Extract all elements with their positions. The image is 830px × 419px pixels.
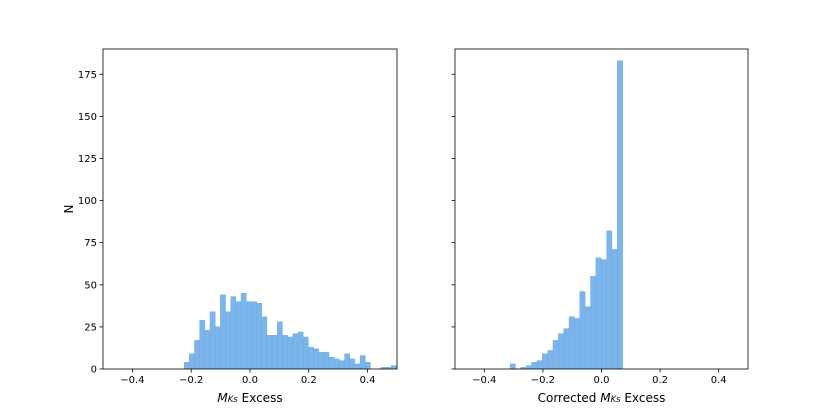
- histogram-bar: [297, 331, 304, 369]
- histogram-bar: [183, 362, 190, 369]
- y-tick-label: 0: [91, 365, 97, 376]
- x-tick-label: 0.0: [242, 375, 258, 386]
- histogram-bar: [606, 230, 613, 369]
- histogram-bar: [204, 330, 211, 369]
- x-tick-label: −0.4: [472, 375, 496, 386]
- histogram-bar: [225, 311, 231, 369]
- histogram-bar: [525, 365, 532, 369]
- histogram-bar: [323, 351, 330, 369]
- histogram-bar: [617, 60, 623, 369]
- y-tick-label: 125: [78, 154, 97, 165]
- histogram-bar: [359, 355, 366, 369]
- histogram-bar: [266, 335, 273, 369]
- histogram-bar: [194, 340, 200, 369]
- histogram-bar: [246, 301, 252, 369]
- histogram-bar: [595, 257, 602, 369]
- histogram-bar: [558, 333, 564, 369]
- histogram-bar: [365, 362, 371, 369]
- histogram-bar: [584, 306, 591, 369]
- x-tick-label: 0.2: [652, 375, 668, 386]
- histogram-bar: [189, 353, 195, 369]
- histogram-bar: [579, 291, 586, 369]
- x-tick-label: 0.0: [594, 375, 610, 386]
- histogram-bar: [235, 301, 242, 369]
- histogram-bar: [214, 326, 221, 369]
- histogram-bar: [536, 360, 543, 369]
- histogram-bar: [292, 333, 299, 369]
- histogram-bar: [277, 321, 283, 369]
- histogram-bar: [240, 293, 247, 369]
- x-tick-label: 0.4: [711, 375, 727, 386]
- left-histogram-panel: −0.4 −0.2 0.0 0.2 0.4 0 25 50 75 100 125 150 175 MKs …: [62, 48, 398, 405]
- histogram-bar: [287, 336, 294, 369]
- x-axis-label: Corrected MKs Excess: [538, 391, 666, 405]
- histogram-bar: [349, 358, 356, 369]
- histogram-bar: [308, 346, 314, 369]
- y-axis-label: N: [62, 205, 76, 214]
- y-tick-label: 75: [84, 238, 97, 249]
- histogram-bar: [261, 316, 268, 369]
- histogram-bar: [230, 296, 237, 369]
- histogram-bars: [183, 293, 397, 369]
- histogram-bar: [531, 362, 538, 369]
- histogram-bar: [302, 336, 309, 369]
- histogram-bar: [344, 353, 350, 369]
- histogram-bar: [390, 365, 397, 369]
- histogram-bar: [282, 335, 288, 369]
- histogram-bars: [509, 60, 623, 369]
- histogram-bar: [313, 348, 319, 369]
- histogram-bar: [611, 249, 618, 369]
- x-tick-label: −0.2: [531, 375, 555, 386]
- x-tick-label: −0.2: [179, 375, 203, 386]
- y-tick-label: 175: [78, 70, 97, 81]
- x-axis-label: MKs Excess: [217, 391, 282, 405]
- histogram-bar: [601, 259, 607, 369]
- x-tick-label: −0.4: [120, 375, 144, 386]
- right-histogram-panel: −0.4 −0.2 0.0 0.2 0.4 Corrected MKs Excess: [451, 48, 749, 405]
- histogram-bar: [251, 301, 257, 369]
- histogram-bar: [334, 358, 340, 369]
- histogram-bar: [568, 316, 575, 369]
- y-tick-label: 150: [78, 112, 97, 123]
- y-tick-label: 25: [84, 322, 97, 333]
- x-tick-label: 0.2: [301, 375, 317, 386]
- x-tick-label: 0.4: [360, 375, 376, 386]
- histogram-bar: [547, 350, 554, 369]
- histogram-bar: [220, 294, 226, 369]
- histogram-bar: [256, 303, 262, 369]
- histogram-bar: [590, 276, 597, 369]
- y-tick-label: 100: [78, 196, 97, 207]
- histogram-bar: [574, 318, 580, 369]
- histogram-bar: [552, 340, 559, 369]
- histogram-bar: [563, 328, 570, 369]
- histogram-bar: [354, 363, 361, 369]
- histogram-bar: [542, 353, 548, 369]
- histogram-bar: [271, 335, 278, 369]
- histogram-bar: [199, 319, 206, 369]
- histogram-bar: [339, 360, 345, 369]
- y-tick-label: 50: [84, 280, 97, 291]
- histogram-bar: [318, 351, 325, 369]
- histogram-bar: [209, 311, 216, 369]
- histogram-bar: [328, 357, 335, 369]
- histogram-bar: [509, 363, 516, 369]
